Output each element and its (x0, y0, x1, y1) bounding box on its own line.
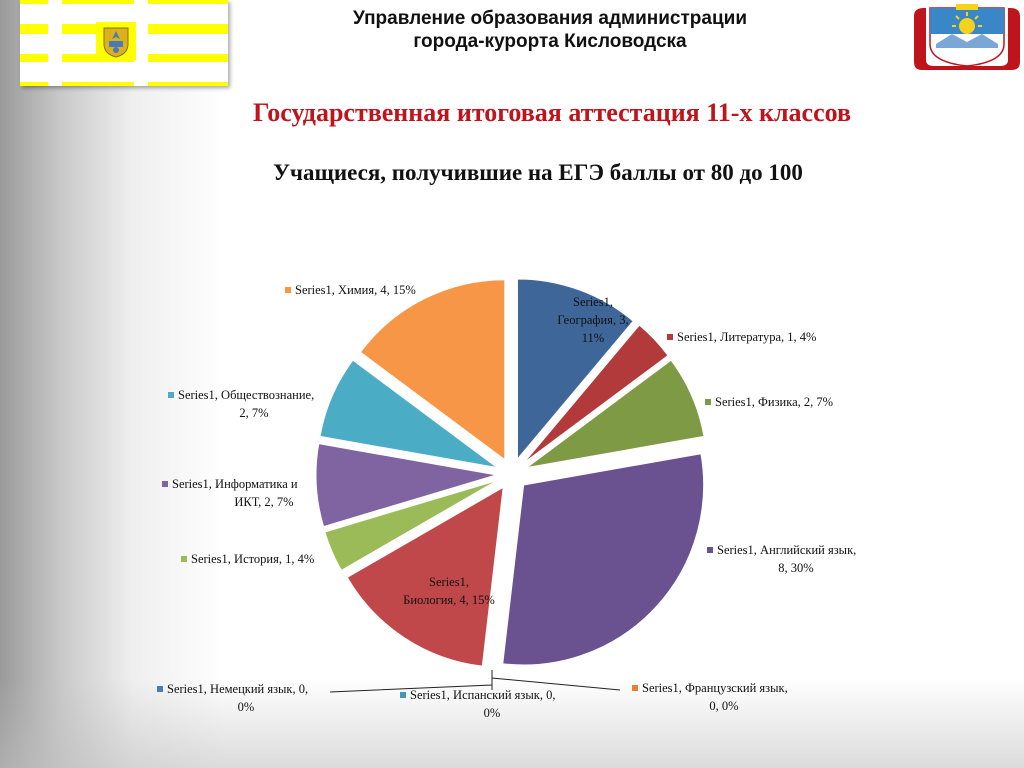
pie-slice-4 (502, 453, 705, 666)
data-label-text: ИКТ, 2, 7% (234, 495, 293, 509)
data-label: Series1, Химия, 4, 15% (285, 283, 416, 297)
legend-marker (162, 481, 168, 487)
legend-marker (632, 685, 638, 691)
background-gradient (0, 678, 1024, 768)
flag-band (20, 4, 228, 24)
leader-line (491, 670, 621, 691)
data-label-text: Series1, Английский язык, (717, 543, 856, 557)
legend-marker (707, 547, 713, 553)
legend-marker (168, 392, 174, 398)
data-label-text: География, 3, (557, 313, 628, 327)
flag-strip (48, 0, 62, 86)
page-title: Государственная итоговая аттестация 11-х… (252, 98, 852, 127)
data-label: Series1, Информатика и ИКТ, 2, 7% (162, 477, 298, 509)
data-label-text: 0% (484, 706, 501, 720)
data-label-text: Series1, История, 1, 4% (191, 552, 314, 566)
pie-slice-10 (315, 443, 497, 528)
flag-strip (134, 0, 148, 86)
legend-marker (181, 556, 187, 562)
chart-title: Учащиеся, получившие на ЕГЭ баллы от 80 … (273, 160, 803, 185)
data-label-text: Series1, (429, 575, 469, 589)
pie-slice-2 (523, 324, 669, 464)
stavropol-flag (20, 0, 228, 86)
data-label: Series1, Испанский язык, 0, 0% (400, 688, 555, 720)
data-label-text: Биология, 4, 15% (403, 593, 495, 607)
data-label-text: Series1, Обществознание, (178, 388, 314, 402)
data-label: Series1, Французский язык, 0, 0% (632, 681, 788, 713)
data-label-text: 0% (238, 700, 255, 714)
legend-marker (400, 692, 406, 698)
flag-emblem-icon (96, 22, 136, 60)
org-line-2: города-курорта Кисловодска (413, 31, 687, 52)
legend-marker (285, 287, 291, 293)
data-label-text: Series1, (573, 295, 613, 309)
data-label-text: Series1, Немецкий язык, 0, (167, 682, 308, 696)
pie-slice-8 (346, 486, 504, 667)
data-label: Series1, Английский язык, 8, 30% (707, 543, 856, 575)
legend-marker (705, 399, 711, 405)
data-label: Series1, Немецкий язык, 0, 0% (157, 682, 308, 714)
legend-marker (157, 686, 163, 692)
data-label-text: Series1, Испанский язык, 0, (410, 688, 555, 702)
leader-lines (329, 670, 621, 693)
data-label-text: 8, 30% (778, 561, 813, 575)
pie-slice-3 (526, 359, 705, 469)
data-label-text: 2, 7% (239, 406, 268, 420)
pie-slice-9 (324, 479, 498, 572)
data-label-text: Series1, Информатика и (172, 477, 298, 491)
data-label-text: Series1, Физика, 2, 7% (715, 395, 833, 409)
data-label-text: 11% (582, 331, 604, 345)
data-label-text: Series1, Химия, 4, 15% (295, 283, 416, 297)
data-label: Series1, Биология, 4, 15% (403, 575, 495, 607)
data-label: Series1, Обществознание, 2, 7% (168, 388, 314, 420)
data-label: Series1, География, 3, 11% (557, 295, 628, 345)
org-line-1: Управление образования администрации (352, 8, 747, 29)
flag-band (20, 62, 228, 82)
data-label-text: 0, 0% (709, 699, 738, 713)
organization-header: Управление образования администрации гор… (240, 7, 860, 53)
data-label: Series1, История, 1, 4% (181, 552, 314, 566)
data-label-text: Series1, Французский язык, (642, 681, 788, 695)
pie-slice-1 (516, 278, 634, 461)
legend-marker (667, 334, 673, 340)
kislovodsk-coat-of-arms-icon (912, 4, 1022, 75)
pie-slice-12 (359, 279, 506, 461)
pie-slice-11 (319, 359, 498, 469)
data-label-text: Series1, Литература, 1, 4% (677, 330, 816, 344)
data-label: Series1, Физика, 2, 7% (705, 395, 833, 409)
data-label: Series1, Литература, 1, 4% (667, 330, 816, 344)
